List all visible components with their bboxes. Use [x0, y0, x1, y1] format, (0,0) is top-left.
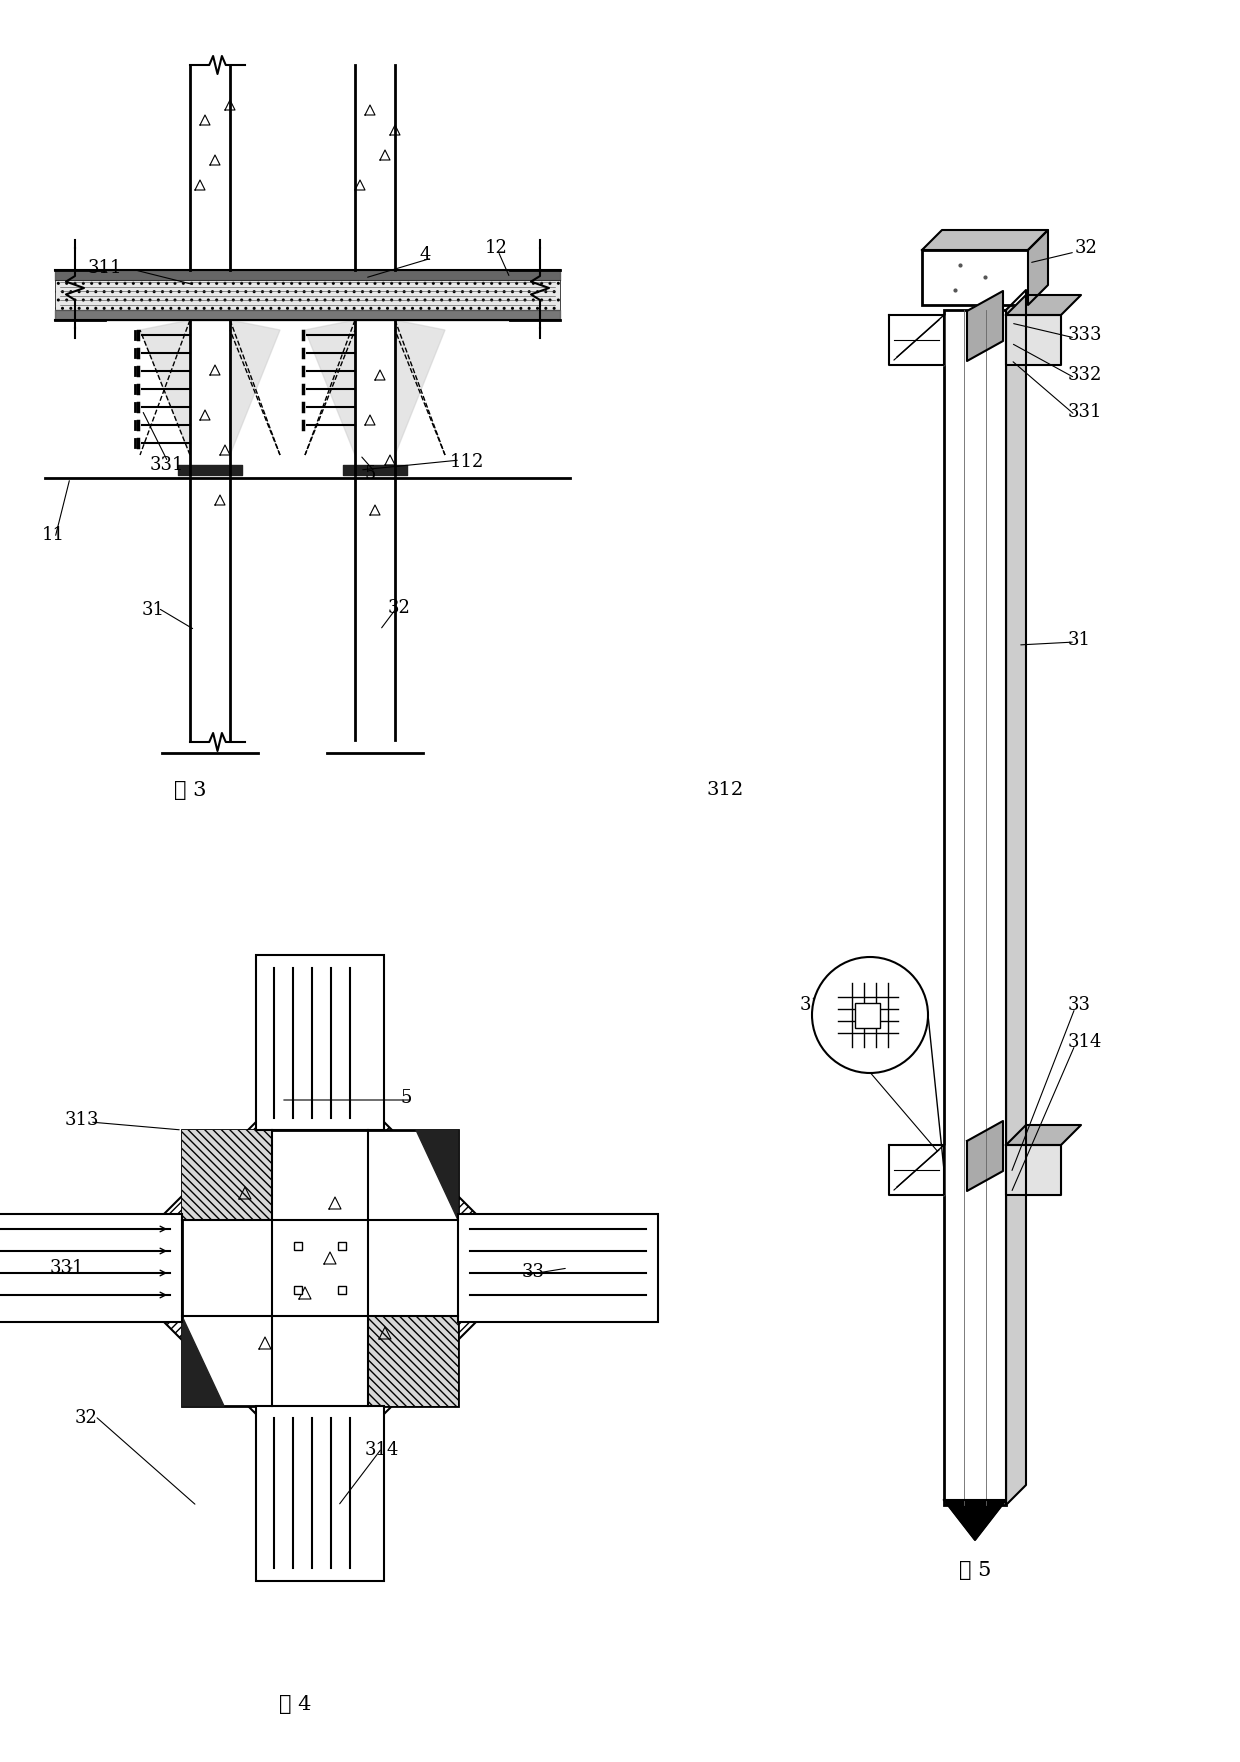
Text: 314: 314 — [365, 1441, 399, 1459]
Polygon shape — [415, 1129, 458, 1219]
Text: 32: 32 — [388, 599, 410, 617]
Text: 5: 5 — [365, 465, 377, 483]
Text: 311: 311 — [88, 259, 123, 277]
Bar — [255, 955, 384, 1129]
Bar — [944, 310, 1006, 1505]
Text: 4: 4 — [420, 247, 432, 264]
Bar — [182, 1129, 272, 1219]
Bar — [368, 1316, 458, 1406]
Text: 12: 12 — [485, 240, 508, 257]
Text: 31: 31 — [1068, 631, 1091, 648]
Polygon shape — [1028, 231, 1048, 305]
Text: 图 5: 图 5 — [959, 1561, 991, 1579]
Polygon shape — [923, 231, 1048, 250]
Polygon shape — [110, 1057, 529, 1478]
Polygon shape — [396, 321, 445, 455]
Text: 图 4: 图 4 — [279, 1695, 311, 1714]
Text: 332: 332 — [1068, 366, 1102, 384]
Text: 112: 112 — [450, 453, 485, 470]
Text: 311: 311 — [800, 996, 835, 1013]
Text: 331: 331 — [1068, 403, 1102, 421]
Polygon shape — [305, 321, 355, 455]
Bar — [255, 1406, 384, 1581]
Polygon shape — [944, 1499, 1006, 1540]
Text: 33: 33 — [1068, 996, 1091, 1013]
Text: 32: 32 — [1075, 240, 1097, 257]
Polygon shape — [1006, 315, 1061, 365]
Bar — [182, 1129, 458, 1406]
Text: 32: 32 — [74, 1410, 98, 1427]
Bar — [55, 280, 560, 310]
Text: 331: 331 — [150, 456, 185, 474]
Text: 5: 5 — [401, 1089, 412, 1107]
Polygon shape — [140, 321, 190, 455]
Polygon shape — [1006, 1145, 1061, 1195]
Text: 313: 313 — [64, 1112, 99, 1129]
Text: 图 3: 图 3 — [174, 781, 206, 800]
Polygon shape — [182, 1316, 224, 1406]
Polygon shape — [1006, 294, 1081, 315]
Bar — [458, 1214, 658, 1322]
Text: 312: 312 — [707, 781, 744, 798]
Polygon shape — [229, 321, 280, 455]
Text: 331: 331 — [50, 1260, 84, 1277]
Bar — [0, 1214, 182, 1322]
Text: 31: 31 — [143, 601, 165, 618]
Polygon shape — [1006, 1124, 1081, 1145]
Text: 11: 11 — [42, 527, 64, 544]
Polygon shape — [967, 291, 1003, 361]
Text: 33: 33 — [522, 1263, 546, 1281]
Polygon shape — [1006, 291, 1025, 1505]
Polygon shape — [889, 315, 944, 365]
Text: 314: 314 — [1068, 1033, 1102, 1050]
Circle shape — [812, 957, 928, 1073]
Polygon shape — [889, 1145, 944, 1195]
Polygon shape — [967, 1121, 1003, 1191]
Bar — [923, 250, 1028, 305]
Text: 333: 333 — [1068, 326, 1102, 344]
